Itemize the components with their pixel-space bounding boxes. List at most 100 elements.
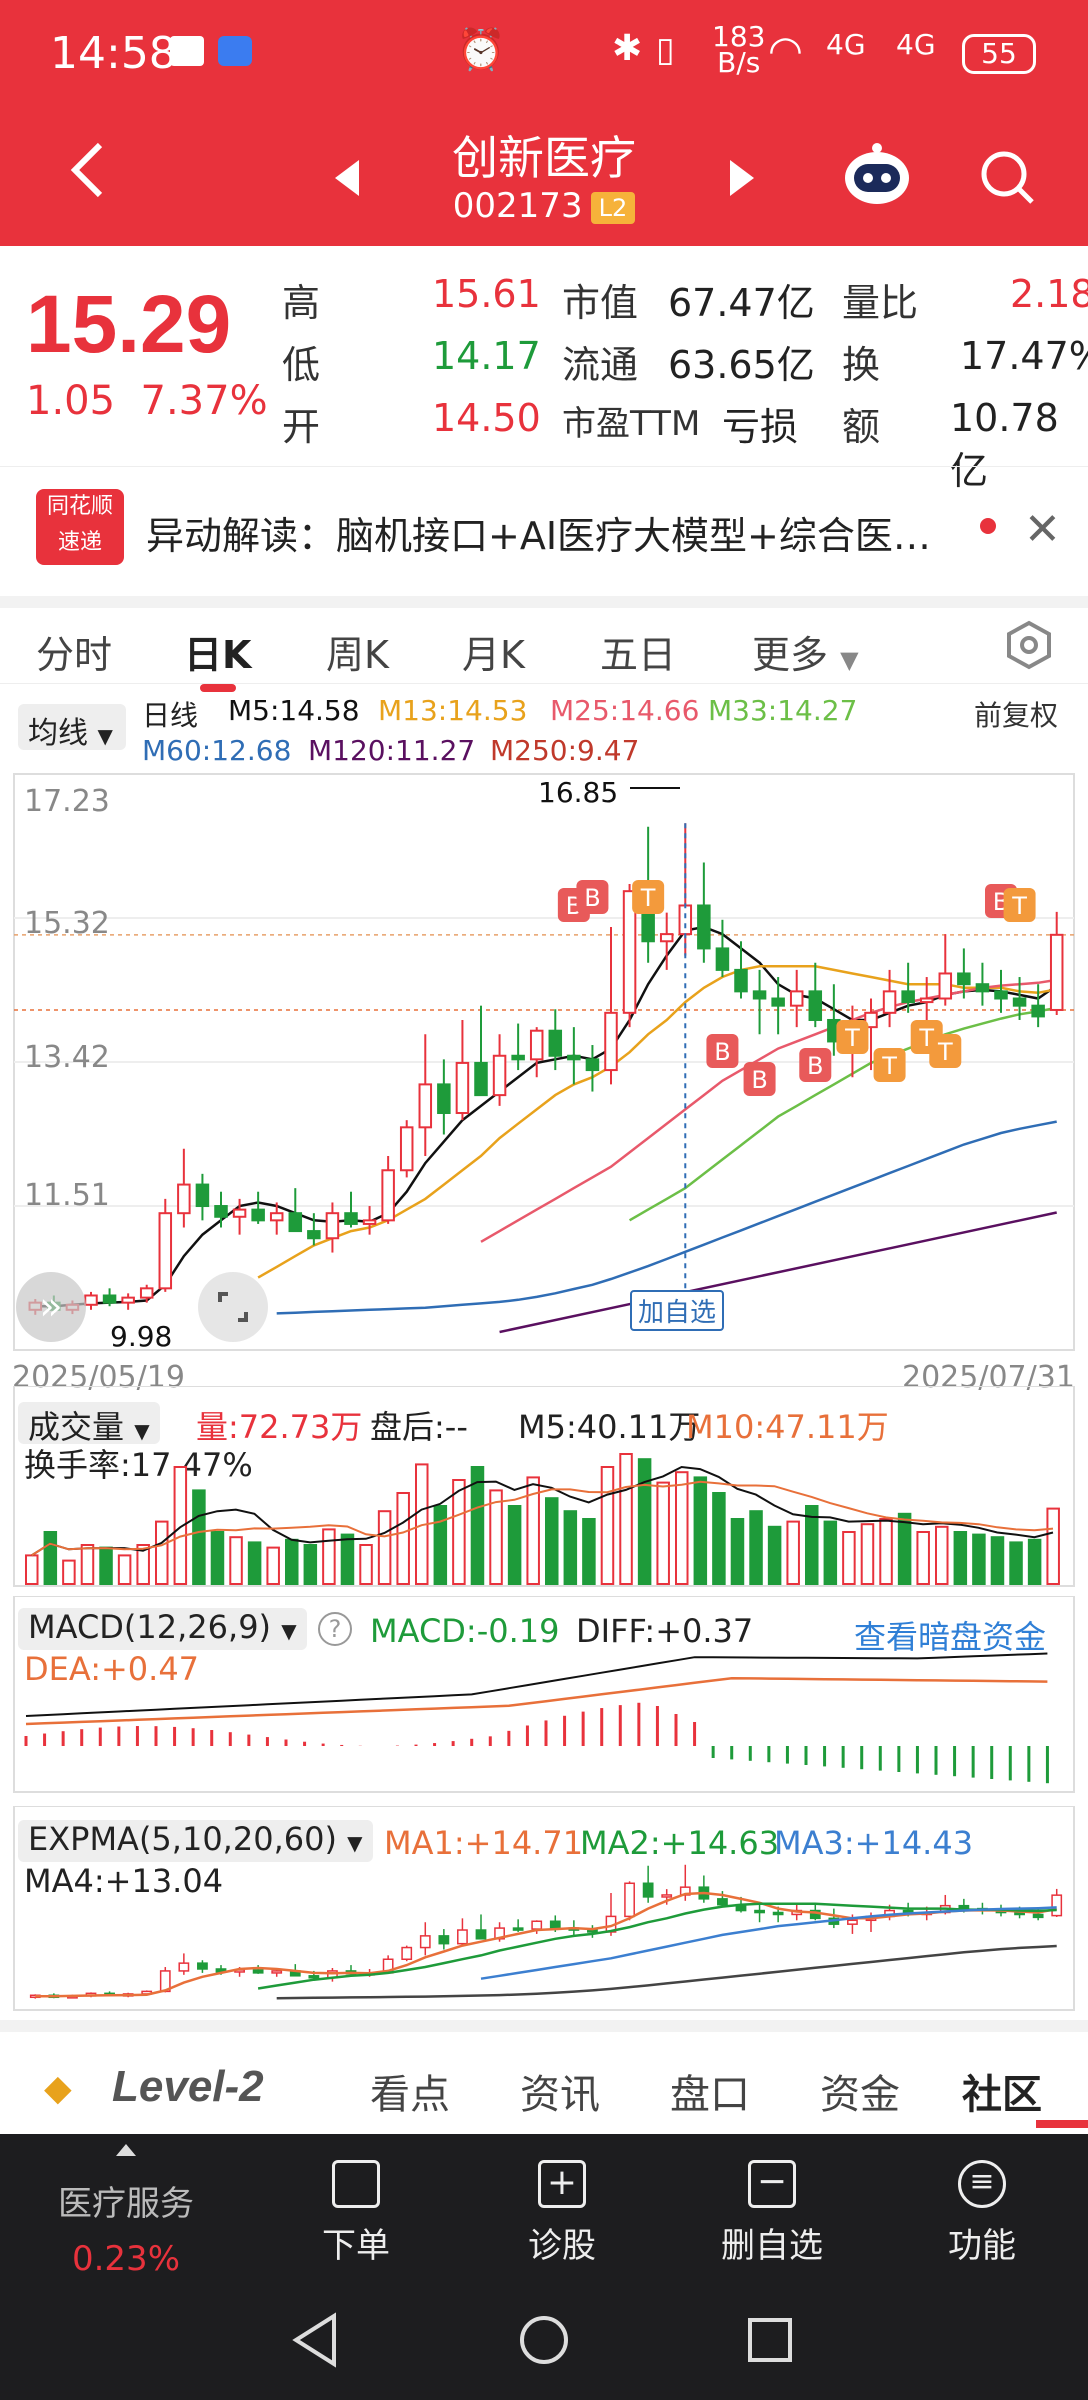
info-tabs: ◆ Level-2 看点 资讯 盘口 资金 社区 bbox=[0, 2020, 1088, 2130]
news-banner[interactable]: 同花顺 速递 异动解读：脑机接口+AI医疗大模型+综合医… bbox=[0, 466, 1088, 586]
volume-chart[interactable] bbox=[0, 1386, 1088, 1590]
expma-chart[interactable] bbox=[0, 1806, 1088, 2012]
tonghuashun-logo: 同花顺 速递 bbox=[36, 489, 124, 565]
tab-five-day[interactable]: 五日 bbox=[600, 633, 677, 677]
expma-candle-body bbox=[438, 1935, 450, 1945]
ma-selector[interactable]: 均线 ▼ bbox=[18, 704, 126, 751]
tab-level2[interactable]: Level-2 bbox=[112, 2062, 264, 2111]
candle-body bbox=[269, 1212, 284, 1222]
expma-candle-body bbox=[531, 1920, 543, 1930]
candle-body bbox=[752, 990, 767, 1000]
nav-recents-icon[interactable] bbox=[746, 2316, 794, 2364]
candle-body bbox=[901, 990, 915, 1004]
ma-m120: M120:11.27 bbox=[308, 734, 476, 767]
candle bbox=[789, 969, 804, 1028]
volume-bar bbox=[452, 1479, 466, 1585]
trade-marker: T bbox=[632, 880, 665, 914]
volume-bar bbox=[62, 1559, 76, 1586]
robot-assistant-icon[interactable] bbox=[842, 140, 912, 210]
nav-home-icon[interactable] bbox=[518, 2314, 570, 2366]
search-icon[interactable] bbox=[978, 148, 1038, 208]
low-label: 低 bbox=[282, 343, 321, 387]
tab-community[interactable]: 社区 bbox=[962, 2072, 1042, 2118]
vol-ratio-value: 2.18 bbox=[1010, 272, 1088, 316]
pe-value: 亏损 bbox=[722, 405, 799, 449]
volume-bar bbox=[396, 1492, 410, 1585]
ma-line-m120 bbox=[499, 1211, 1057, 1334]
adjust-mode[interactable]: 前复权 bbox=[974, 699, 1059, 732]
alarm-icon: ⏰ bbox=[456, 27, 506, 73]
sector-button[interactable]: 医疗服务 0.23% bbox=[46, 2176, 206, 2279]
tab-weekly-k[interactable]: 周K bbox=[326, 633, 389, 677]
candle-body bbox=[102, 1294, 117, 1304]
high-label: 高 bbox=[282, 281, 321, 325]
volume-m5: M5:40.11万 bbox=[518, 1408, 701, 1446]
prev-stock-icon[interactable] bbox=[335, 160, 359, 196]
volume-bar bbox=[25, 1554, 39, 1585]
candle bbox=[919, 977, 934, 1028]
fullscreen-icon[interactable] bbox=[198, 1272, 268, 1342]
banner-text[interactable]: 异动解读：脑机接口+AI医疗大模型+综合医… bbox=[146, 514, 931, 558]
volume-bar bbox=[972, 1533, 986, 1586]
tab-timeshare[interactable]: 分时 bbox=[36, 633, 113, 677]
candle bbox=[84, 1291, 98, 1310]
diamond-icon: ◆ bbox=[44, 2068, 72, 2109]
expma-selector[interactable]: EXPMA(5,10,20,60) ▼ bbox=[18, 1820, 373, 1862]
candle-body bbox=[882, 990, 897, 1014]
volume-bar bbox=[340, 1533, 355, 1586]
expma-candle-body bbox=[475, 1929, 487, 1940]
chevron-down-icon: ▼ bbox=[134, 1419, 150, 1443]
candle bbox=[139, 1284, 154, 1303]
volume-bar bbox=[526, 1476, 540, 1585]
back-arrow-icon[interactable] bbox=[60, 140, 120, 200]
expand-up-icon[interactable] bbox=[116, 2144, 136, 2156]
trade-marker-label: T bbox=[1011, 892, 1027, 920]
turnover-label: 换 bbox=[842, 343, 881, 387]
amount-label: 额 bbox=[842, 405, 881, 449]
tab-funds[interactable]: 资金 bbox=[820, 2072, 900, 2118]
settings-hexagon-icon[interactable] bbox=[1004, 620, 1054, 670]
macd-selector[interactable]: MACD(12,26,9) ▼ bbox=[18, 1608, 307, 1650]
ma-type: 日线 bbox=[142, 699, 199, 732]
macd-chart[interactable] bbox=[0, 1596, 1088, 1794]
candle bbox=[511, 1023, 525, 1071]
candle bbox=[567, 1027, 581, 1085]
close-banner-icon[interactable]: ✕ bbox=[1024, 504, 1061, 555]
trade-marker-box bbox=[929, 1034, 962, 1068]
tab-more[interactable]: 更多 ▼ bbox=[752, 633, 859, 677]
function-button[interactable]: ≡ 功能 bbox=[922, 2160, 1042, 2267]
order-button[interactable]: 下单 bbox=[296, 2160, 416, 2267]
remove-watchlist-button[interactable]: − 删自选 bbox=[712, 2160, 832, 2267]
next-stock-icon[interactable] bbox=[730, 160, 754, 196]
vibrate-icon: ▯ bbox=[656, 30, 675, 70]
volume-bar bbox=[953, 1531, 968, 1585]
nav-back-icon[interactable] bbox=[290, 2312, 340, 2368]
dark-pool-link[interactable]: 查看暗盘资金 bbox=[854, 1618, 1047, 1656]
volume-selector[interactable]: 成交量 ▼ bbox=[18, 1402, 160, 1446]
tab-monthly-k[interactable]: 月K bbox=[462, 633, 525, 677]
candle bbox=[269, 1202, 284, 1235]
expma-candle-body bbox=[1051, 1894, 1063, 1917]
pe-label[interactable]: 市盈TTM bbox=[562, 404, 701, 444]
candle-body bbox=[511, 1054, 525, 1061]
tab-highlights[interactable]: 看点 bbox=[370, 2072, 450, 2118]
help-icon[interactable]: ? bbox=[318, 1612, 352, 1646]
expand-left-icon[interactable]: » bbox=[16, 1272, 86, 1342]
volume-bar bbox=[1027, 1538, 1042, 1586]
amount-value: 10.78亿 bbox=[950, 396, 1059, 493]
candle bbox=[771, 977, 785, 1035]
candle bbox=[715, 919, 730, 978]
diagnose-button[interactable]: + 诊股 bbox=[502, 2160, 622, 2267]
candle bbox=[195, 1173, 210, 1221]
sector-name: 医疗服务 bbox=[58, 2184, 194, 2224]
candle-body bbox=[362, 1219, 377, 1225]
add-watchlist-tag[interactable]: 加自选 bbox=[630, 1290, 725, 1331]
candle-body bbox=[622, 890, 637, 1014]
candle-body bbox=[288, 1212, 303, 1233]
tab-orderbook[interactable]: 盘口 bbox=[670, 2072, 750, 2118]
volume-bar bbox=[359, 1544, 373, 1585]
tab-news[interactable]: 资讯 bbox=[520, 2072, 600, 2118]
tab-daily-k[interactable]: 日K bbox=[184, 633, 252, 677]
candle-body bbox=[381, 1169, 395, 1222]
